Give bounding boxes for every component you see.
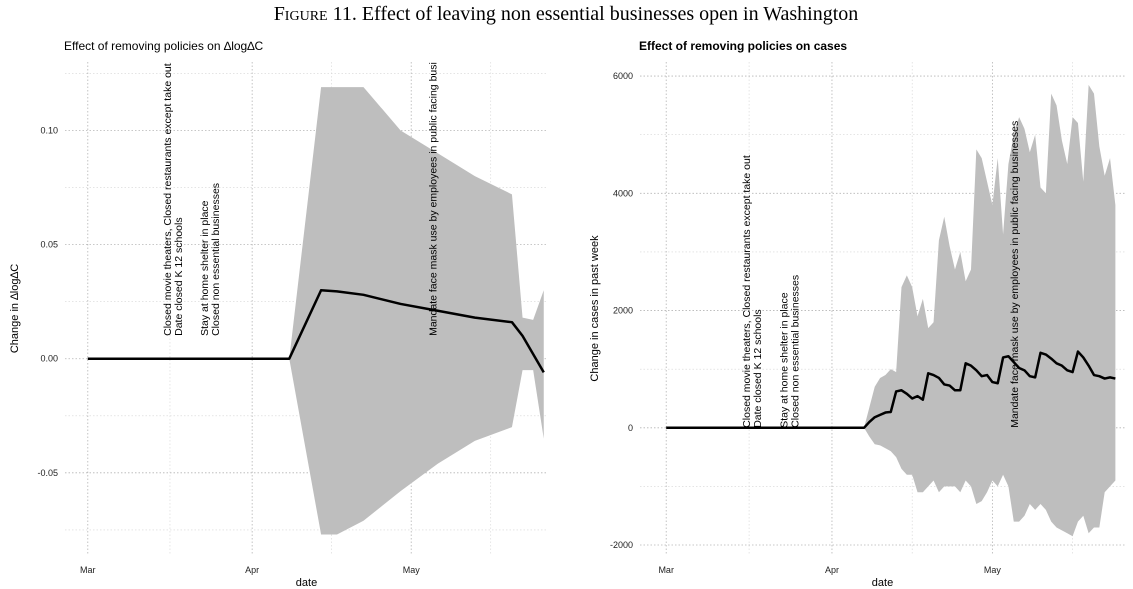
annotation: Date closed K 12 schools xyxy=(173,217,185,335)
line xyxy=(87,288,545,374)
y-tick-label: 0.10 xyxy=(40,125,58,135)
x-axis-label: date xyxy=(872,577,893,589)
annotation: Closed movie theaters, Closed restaurant… xyxy=(741,155,753,428)
caption-text: Effect of leaving non essential business… xyxy=(362,3,858,25)
x-tick-label: May xyxy=(984,565,1002,575)
plot-area: Closed movie theaters, Closed restaurant… xyxy=(666,84,1116,537)
confidence-band xyxy=(666,84,1116,537)
y-tick-label: 0.05 xyxy=(40,240,58,250)
y-tick-label: 0.00 xyxy=(40,354,58,364)
confidence-band xyxy=(87,87,544,535)
annotation: Mandate face mask use by employees in pu… xyxy=(427,29,439,336)
figure-caption: Figure 11. Effect of leaving non essenti… xyxy=(274,3,859,25)
y-axis-label: Change in ∆log∆C xyxy=(9,264,21,353)
y-tick-label: 4000 xyxy=(613,188,633,198)
caption-label: Figure 11. xyxy=(274,3,357,25)
annotation: Stay at home shelter in place xyxy=(779,292,791,428)
y-tick-label: -0.05 xyxy=(37,468,58,478)
annotation: Mandate face mask use by employees in pu… xyxy=(1009,121,1021,428)
annotation: Date closed K 12 schools xyxy=(752,309,764,427)
panel: Mar Apr May -2000 0 2000 4000 6000 Effect of rem… xyxy=(589,39,1125,589)
plot-area: Closed movie theaters, Closed restaurant… xyxy=(87,29,545,535)
x-tick-label: Mar xyxy=(80,565,96,575)
panel: Mar Apr May -0.05 0.00 0.05 0.10 Effect of remo… xyxy=(9,29,548,589)
annotation: Closed non essential businesses xyxy=(790,275,802,428)
x-axis-label: date xyxy=(296,577,317,589)
x-tick-label: Apr xyxy=(825,565,839,575)
y-axis-label: Change in cases in past week xyxy=(589,235,601,382)
x-tick-label: Apr xyxy=(245,565,259,575)
y-tick-label: 2000 xyxy=(613,306,633,316)
y-tick-label: 0 xyxy=(628,423,633,433)
y-tick-label: 6000 xyxy=(613,71,633,81)
y-tick-label: -2000 xyxy=(610,540,633,550)
annotation: Closed movie theaters, Closed restaurant… xyxy=(162,63,174,336)
panel-title: Effect of removing policies on cases xyxy=(639,39,847,53)
annotation: Stay at home shelter in place xyxy=(199,200,211,336)
annotation: Closed non essential businesses xyxy=(210,183,222,336)
x-tick-label: May xyxy=(403,565,421,575)
panel-title: Effect of removing policies on ∆log∆C xyxy=(64,39,264,53)
line xyxy=(666,350,1116,430)
x-tick-label: Mar xyxy=(658,565,674,575)
